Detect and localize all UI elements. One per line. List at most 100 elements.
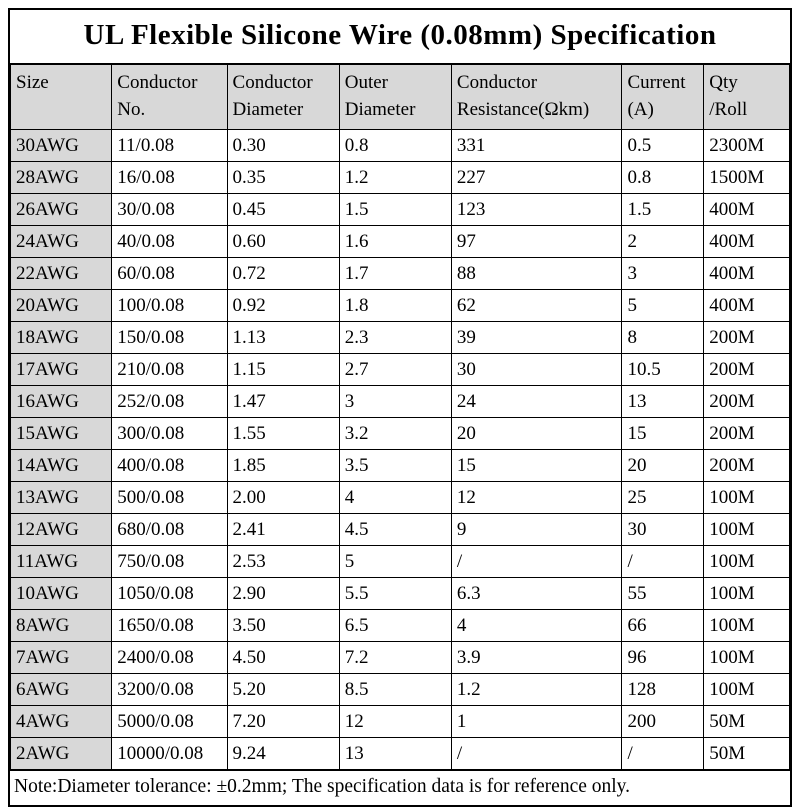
data-cell: 100M xyxy=(703,481,790,514)
data-cell: 15 xyxy=(621,417,705,450)
data-cell: 5 xyxy=(338,545,452,578)
data-cell: / xyxy=(450,545,623,578)
size-cell: 15AWG xyxy=(9,417,113,450)
data-cell: 200M xyxy=(703,321,790,354)
col-header-conductor-resistance: Conductor Resistance(Ωkm) xyxy=(450,64,623,130)
data-cell: 680/0.08 xyxy=(111,513,228,546)
size-cell: 16AWG xyxy=(9,385,113,418)
data-cell: 200M xyxy=(703,353,790,386)
size-cell: 12AWG xyxy=(9,513,113,546)
size-cell: 18AWG xyxy=(9,321,113,354)
size-cell: 30AWG xyxy=(9,129,113,162)
col-header-outer-diameter: Outer Diameter xyxy=(338,64,452,130)
data-cell: 96 xyxy=(621,641,705,674)
data-cell: 400M xyxy=(703,257,790,290)
size-cell: 4AWG xyxy=(9,705,113,738)
table-row: 22AWG 60/0.08 0.72 1.7 88 3 400M xyxy=(9,257,790,290)
data-cell: 3.5 xyxy=(338,449,452,482)
table-row: 30AWG 11/0.08 0.30 0.8 331 0.5 2300M xyxy=(9,129,790,162)
data-cell: 2 xyxy=(621,225,705,258)
data-cell: 30 xyxy=(450,353,623,386)
data-cell: 1050/0.08 xyxy=(111,577,228,610)
data-cell: 1.5 xyxy=(621,193,705,226)
data-cell: 62 xyxy=(450,289,623,322)
table-row: 28AWG 16/0.08 0.35 1.2 227 0.8 1500M xyxy=(9,161,790,194)
size-cell: 22AWG xyxy=(9,257,113,290)
table-row: 6AWG 3200/0.08 5.20 8.5 1.2 128 100M xyxy=(9,673,790,706)
table-row: 26AWG 30/0.08 0.45 1.5 123 1.5 400M xyxy=(9,193,790,226)
data-cell: 1.13 xyxy=(226,321,340,354)
data-cell: 400/0.08 xyxy=(111,449,228,482)
data-cell: 10.5 xyxy=(621,353,705,386)
spec-table: Size Conductor No. Conductor Diameter Outer D… xyxy=(9,64,790,770)
data-cell: 300/0.08 xyxy=(111,417,228,450)
data-cell: 8.5 xyxy=(338,673,452,706)
header-row: Size Conductor No. Conductor Diameter Outer D… xyxy=(9,64,790,130)
table-row: 20AWG 100/0.08 0.92 1.8 62 5 400M xyxy=(9,289,790,322)
data-cell: 1.2 xyxy=(338,161,452,194)
data-cell: 2.00 xyxy=(226,481,340,514)
data-cell: 400M xyxy=(703,193,790,226)
data-cell: 750/0.08 xyxy=(111,545,228,578)
data-cell: 4 xyxy=(450,609,623,642)
data-cell: 100M xyxy=(703,673,790,706)
footer-note: Note:Diameter tolerance: ±0.2mm; The spe… xyxy=(10,770,790,805)
data-cell: 100M xyxy=(703,513,790,546)
data-cell: 227 xyxy=(450,161,623,194)
data-cell: 200M xyxy=(703,385,790,418)
data-cell: 0.8 xyxy=(621,161,705,194)
data-cell: 13 xyxy=(338,737,452,770)
data-cell: 200M xyxy=(703,417,790,450)
table-row: 18AWG 150/0.08 1.13 2.3 39 8 200M xyxy=(9,321,790,354)
size-cell: 17AWG xyxy=(9,353,113,386)
data-cell: 100M xyxy=(703,545,790,578)
data-cell: 40/0.08 xyxy=(111,225,228,258)
data-cell: 1.15 xyxy=(226,353,340,386)
data-cell: 12 xyxy=(450,481,623,514)
size-cell: 28AWG xyxy=(9,161,113,194)
data-cell: 30/0.08 xyxy=(111,193,228,226)
data-cell: 5.5 xyxy=(338,577,452,610)
data-cell: 400M xyxy=(703,225,790,258)
data-cell: 1650/0.08 xyxy=(111,609,228,642)
data-cell: 0.5 xyxy=(621,129,705,162)
size-cell: 8AWG xyxy=(9,609,113,642)
data-cell: 50M xyxy=(703,737,790,770)
spec-sheet: UL Flexible Silicone Wire (0.08mm) Speci… xyxy=(8,8,792,807)
data-cell: 50M xyxy=(703,705,790,738)
table-row: 12AWG 680/0.08 2.41 4.5 9 30 100M xyxy=(9,513,790,546)
data-cell: 1.55 xyxy=(226,417,340,450)
data-cell: 3 xyxy=(338,385,452,418)
data-cell: 0.8 xyxy=(338,129,452,162)
data-cell: 0.60 xyxy=(226,225,340,258)
data-cell: 3.9 xyxy=(450,641,623,674)
data-cell: 3 xyxy=(621,257,705,290)
data-cell: 4.5 xyxy=(338,513,452,546)
data-cell: 123 xyxy=(450,193,623,226)
data-cell: 252/0.08 xyxy=(111,385,228,418)
table-row: 7AWG 2400/0.08 4.50 7.2 3.9 96 100M xyxy=(9,641,790,674)
size-cell: 13AWG xyxy=(9,481,113,514)
data-cell: 0.72 xyxy=(226,257,340,290)
data-cell: 400M xyxy=(703,289,790,322)
data-cell: 331 xyxy=(450,129,623,162)
data-cell: 97 xyxy=(450,225,623,258)
data-cell: 2.7 xyxy=(338,353,452,386)
data-cell: 5 xyxy=(621,289,705,322)
data-cell: 100/0.08 xyxy=(111,289,228,322)
data-cell: 210/0.08 xyxy=(111,353,228,386)
data-cell: 150/0.08 xyxy=(111,321,228,354)
data-cell: 9 xyxy=(450,513,623,546)
table-row: 13AWG 500/0.08 2.00 4 12 25 100M xyxy=(9,481,790,514)
data-cell: 8 xyxy=(621,321,705,354)
size-cell: 24AWG xyxy=(9,225,113,258)
data-cell: 3.2 xyxy=(338,417,452,450)
data-cell: / xyxy=(450,737,623,770)
data-cell: 100M xyxy=(703,609,790,642)
data-cell: 2.41 xyxy=(226,513,340,546)
data-cell: 1500M xyxy=(703,161,790,194)
data-cell: 0.45 xyxy=(226,193,340,226)
size-cell: 6AWG xyxy=(9,673,113,706)
size-cell: 7AWG xyxy=(9,641,113,674)
page-title: UL Flexible Silicone Wire (0.08mm) Speci… xyxy=(10,10,790,64)
